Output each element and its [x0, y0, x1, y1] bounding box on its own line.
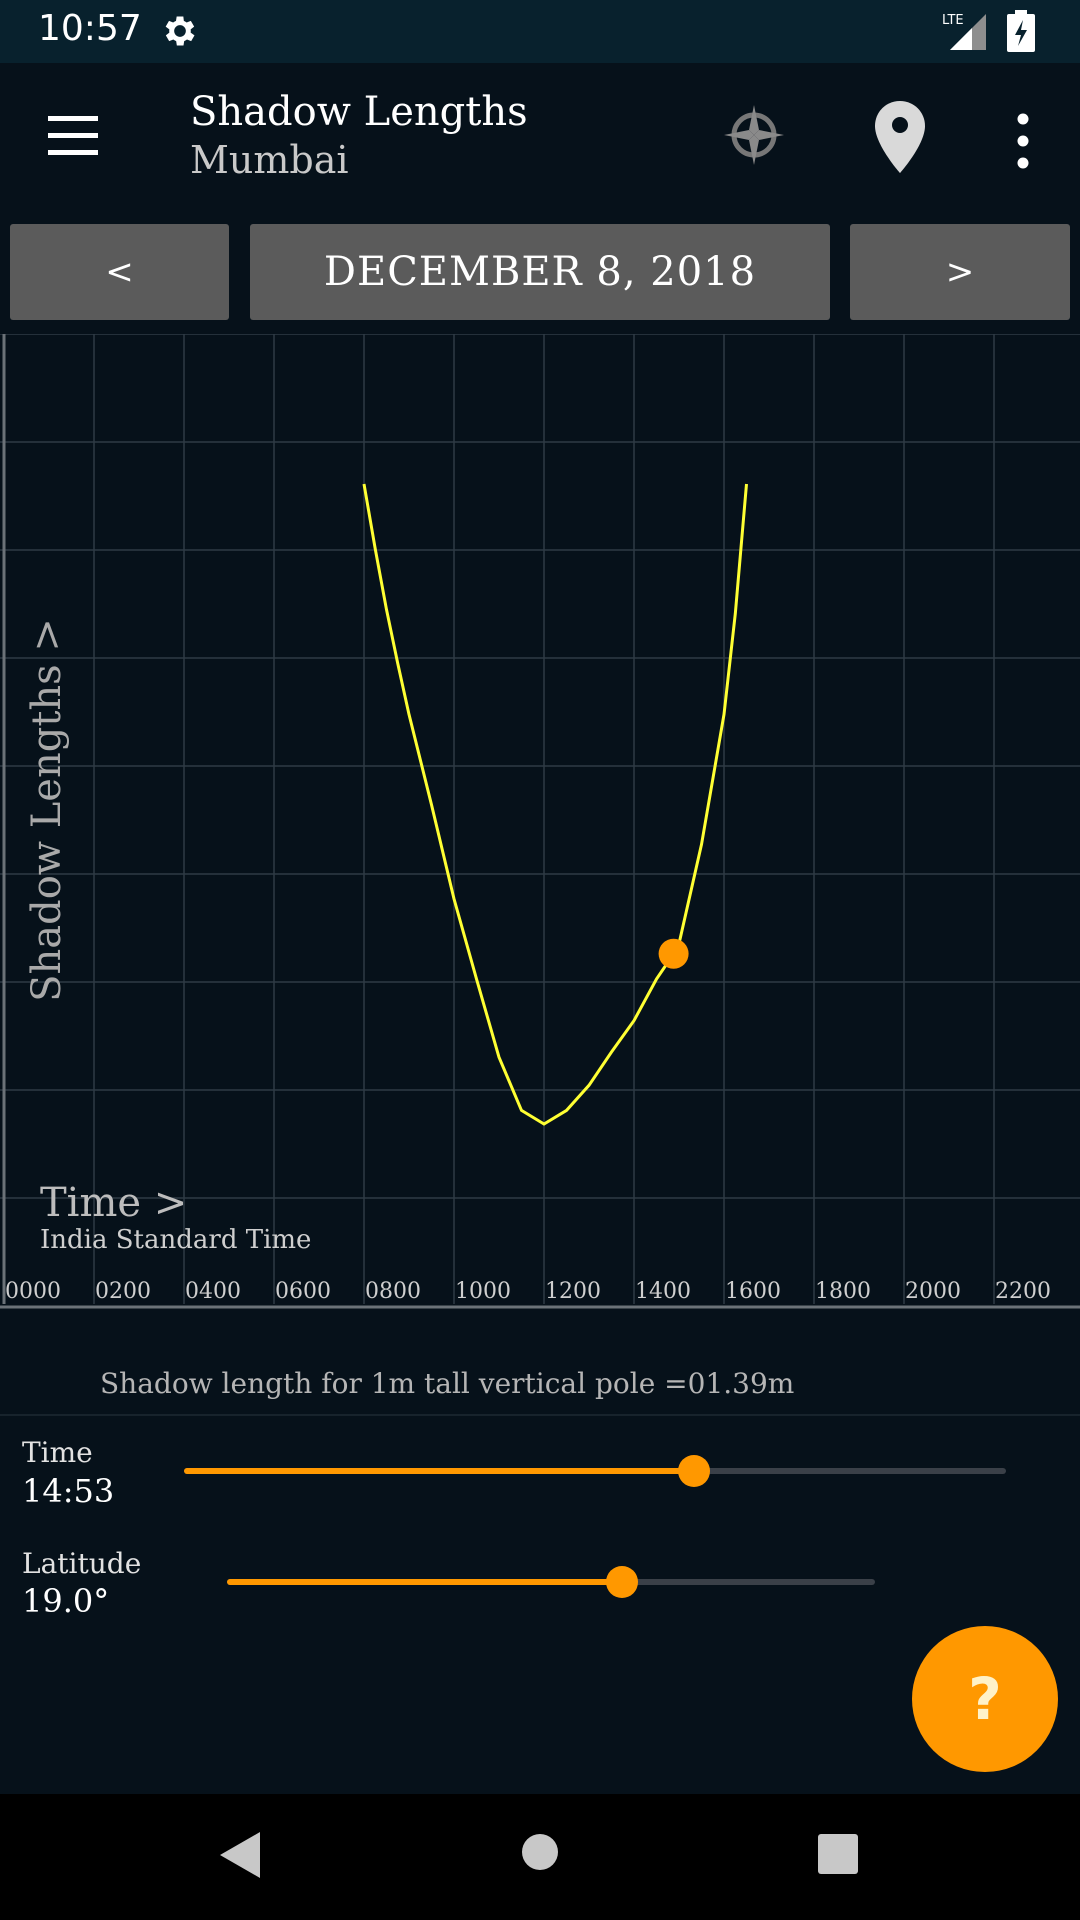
time-slider[interactable] — [184, 1455, 1006, 1487]
x-tick-label: 1800 — [815, 1279, 871, 1304]
shadow-curve-line — [362, 483, 748, 1126]
next-date-button[interactable]: > — [850, 224, 1070, 320]
time-slider-fill — [184, 1468, 694, 1474]
system-navigation-bar — [0, 1794, 1080, 1920]
gps-crosshair-icon[interactable] — [722, 103, 786, 167]
x-tick-label: 2200 — [995, 1279, 1051, 1304]
lte-text: LTE — [942, 13, 964, 28]
x-tick-label: 0800 — [365, 1279, 421, 1304]
location-subtitle: Mumbai — [190, 138, 349, 182]
x-axis-sublabel: India Standard Time — [40, 1225, 311, 1255]
x-tick-label: 1000 — [455, 1279, 511, 1304]
time-slider-value: 14:53 — [22, 1472, 115, 1510]
divider — [0, 1414, 1080, 1416]
location-pin-icon[interactable] — [872, 99, 928, 175]
time-slider-thumb[interactable] — [677, 1455, 710, 1487]
x-tick-labels: 0000 0200 0400 0600 0800 1000 1200 1400 1600 1800… — [5, 1279, 1051, 1304]
y-axis-label: Shadow Lengths > — [24, 618, 70, 1002]
gear-icon — [165, 16, 195, 46]
previous-date-button[interactable]: < — [10, 224, 229, 320]
menu-icon[interactable] — [46, 109, 100, 163]
recent-apps-icon[interactable] — [818, 1834, 858, 1874]
app-bar: Shadow Lengths Mumbai — [0, 63, 1080, 210]
current-time-marker — [658, 938, 689, 969]
page-title: Shadow Lengths — [190, 89, 528, 135]
x-tick-label: 0400 — [185, 1279, 241, 1304]
x-tick-label: 1200 — [545, 1279, 601, 1304]
x-axis-label: Time > — [40, 1180, 187, 1226]
status-time: 10:57 — [38, 8, 142, 49]
x-tick-label: 0200 — [95, 1279, 151, 1304]
time-slider-label: Time — [22, 1436, 93, 1469]
x-tick-label: 1400 — [635, 1279, 691, 1304]
x-tick-label: 0600 — [275, 1279, 331, 1304]
x-tick-label: 2000 — [905, 1279, 961, 1304]
help-fab-button[interactable]: ? — [912, 1626, 1058, 1772]
shadow-length-chart[interactable]: Shadow Lengths > Time > India Standard T… — [0, 334, 1080, 1310]
latitude-slider-thumb[interactable] — [606, 1566, 639, 1598]
back-icon[interactable] — [218, 1830, 262, 1880]
chart-grid — [0, 334, 1080, 1304]
battery-charging-icon — [1007, 10, 1035, 52]
shadow-length-readout: Shadow length for 1m tall vertical pole … — [100, 1367, 795, 1400]
status-bar: 10:57 LTE — [0, 0, 1080, 63]
date-navigation: < DECEMBER 8, 2018 > — [0, 224, 1080, 322]
chart-svg: Shadow Lengths > Time > India Standard T… — [0, 334, 1080, 1309]
home-icon[interactable] — [522, 1834, 558, 1870]
more-vert-icon[interactable] — [1006, 109, 1040, 173]
latitude-slider-label: Latitude — [22, 1547, 142, 1580]
latitude-slider[interactable] — [227, 1566, 875, 1598]
latitude-slider-value: 19.0° — [22, 1582, 110, 1620]
x-tick-label: 1600 — [725, 1279, 781, 1304]
x-tick-label: 0000 — [5, 1279, 61, 1304]
latitude-slider-fill — [227, 1579, 623, 1585]
date-display-button[interactable]: DECEMBER 8, 2018 — [250, 224, 830, 320]
lte-signal-icon: LTE — [942, 13, 986, 50]
